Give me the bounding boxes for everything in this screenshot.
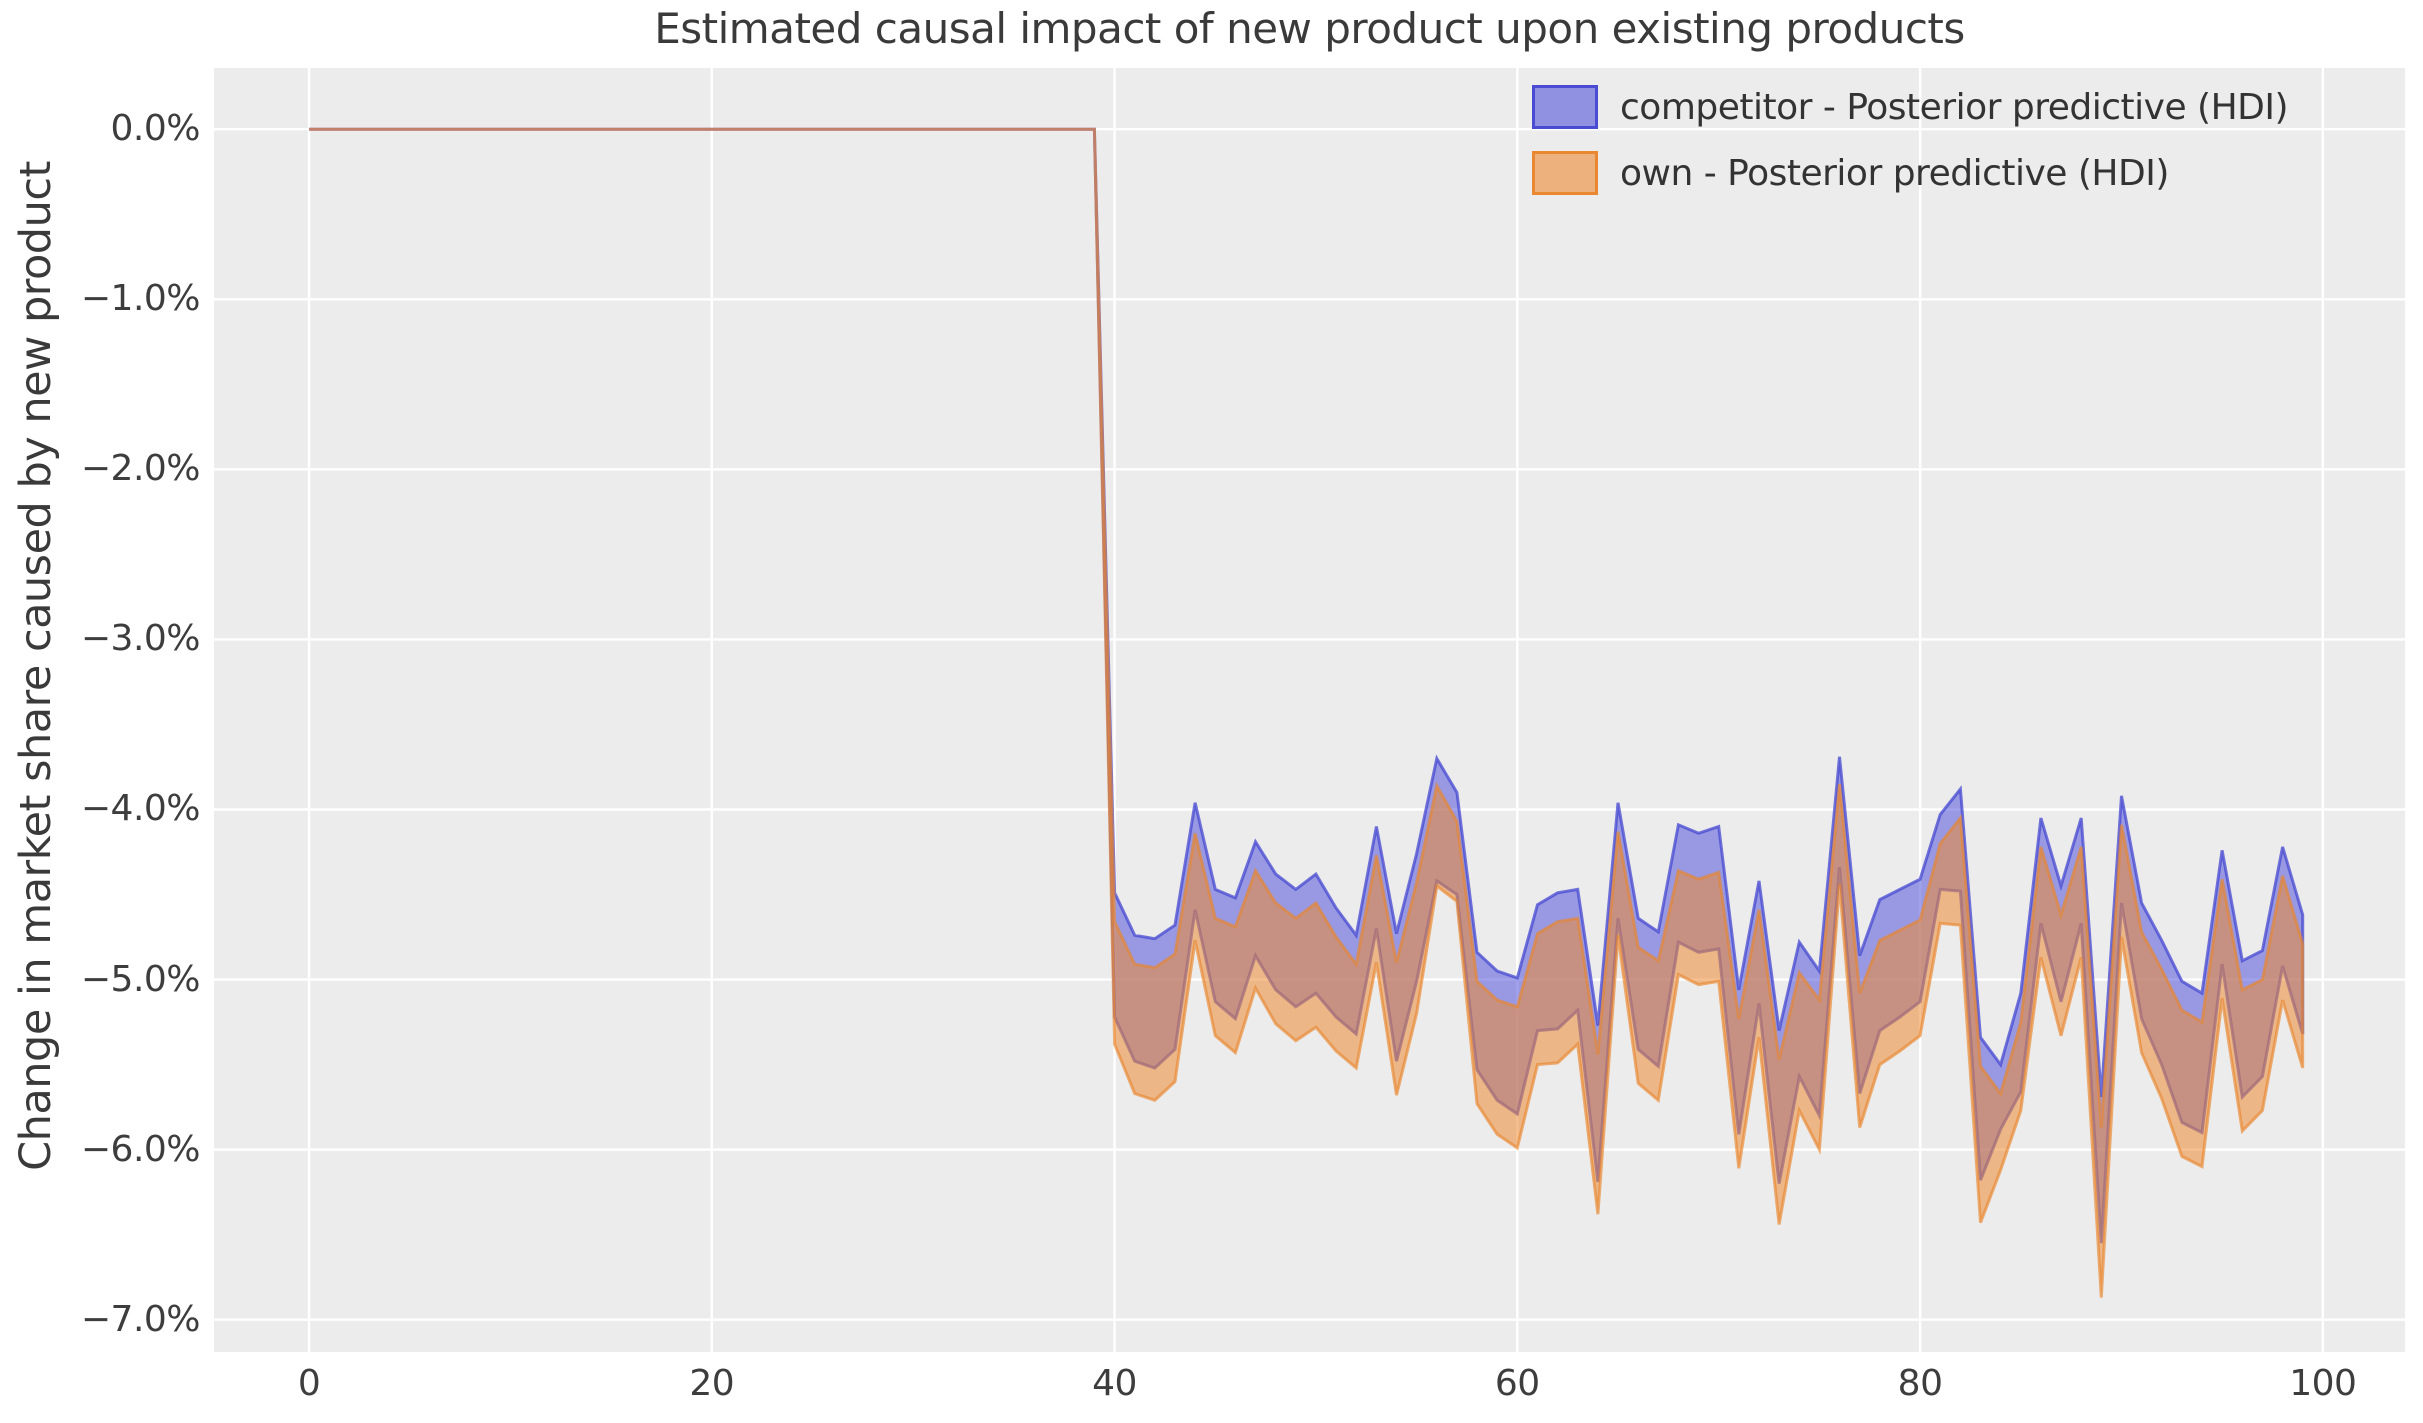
legend-label-own: own - Posterior predictive (HDI) — [1620, 152, 2169, 194]
y-tick-label: −6.0% — [80, 1128, 201, 1170]
own-hdi-swatch — [1532, 151, 1598, 195]
competitor-hdi-swatch — [1532, 85, 1598, 129]
x-tick-label: 100 — [2289, 1363, 2357, 1404]
x-tick-label: 20 — [689, 1363, 735, 1404]
x-tick-label: 0 — [297, 1363, 321, 1404]
y-tick-label: −5.0% — [80, 958, 201, 1000]
y-tick-label: −1.0% — [80, 278, 201, 320]
own-hdi-band — [309, 127, 2305, 1298]
axes-background — [214, 68, 2405, 1352]
x-tick-label: 40 — [1092, 1363, 1137, 1404]
x-tick-label: 80 — [1897, 1363, 1943, 1404]
chart-title: Estimated causal impact of new product u… — [654, 4, 1965, 53]
legend-label-competitor: competitor - Posterior predictive (HDI) — [1620, 86, 2289, 128]
y-tick-label: 0.0% — [110, 108, 201, 150]
legend-entry-competitor: competitor - Posterior predictive (HDI) — [1532, 85, 2289, 129]
y-tick-label: −4.0% — [80, 788, 201, 830]
legend: competitor - Posterior predictive (HDI) … — [1532, 85, 2289, 217]
y-tick-label: −7.0% — [80, 1298, 201, 1340]
y-tick-label: −2.0% — [80, 448, 201, 490]
y-tick-label: −3.0% — [80, 618, 201, 660]
legend-entry-own: own - Posterior predictive (HDI) — [1532, 151, 2288, 195]
x-tick-label: 60 — [1494, 1363, 1540, 1404]
